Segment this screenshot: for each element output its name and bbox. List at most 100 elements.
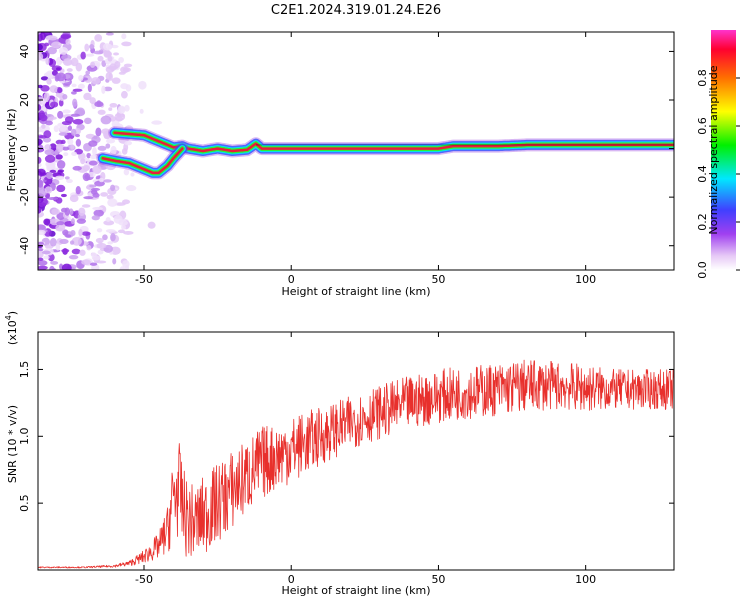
noise-blob [78,74,84,82]
noise-blob [82,172,91,182]
noise-blob [123,168,130,176]
noise-blob [101,60,107,68]
noise-blob [56,160,66,169]
noise-blob [105,229,116,233]
noise-blob [89,262,98,266]
figure-title: C2E1.2024.319.01.24.E26 [271,3,441,18]
noise-blob [110,145,117,155]
multiplier-close: ) [6,311,19,315]
snr-x-ticks: -50 0 50 100 [135,332,596,586]
noise-blob [38,205,42,214]
noise-blob [70,91,77,95]
noise-blob [108,107,113,112]
noise-blob [62,94,68,100]
noise-blob [47,196,59,201]
x-tick-label: -50 [135,573,153,586]
x-tick-label: -50 [135,273,153,286]
noise-blob [69,240,75,245]
y-tick-label: -20 [18,188,31,206]
noise-blob [38,229,46,236]
noise-blob [102,234,108,241]
noise-blob [67,138,74,146]
noise-blob [124,140,133,146]
noise-blob [65,234,72,238]
snr-panel: -50 0 50 100 0.5 1.0 1.5 Height of straight l… [4,311,675,597]
noise-blob [86,245,92,251]
noise-blob [96,242,107,249]
colorbar-tick-label: 0.0 [696,261,709,279]
noise-blob [92,165,102,174]
colorbar-label: Normalized spectral amplitude [707,65,720,234]
noise-blob [95,237,104,244]
noise-blob [94,101,104,108]
noise-blob [108,72,113,81]
noise-blob [67,125,73,131]
noise-blob [51,208,60,215]
noise-blob [59,238,69,244]
noise-blob [57,87,63,94]
noise-blob [151,120,163,125]
noise-blob [109,102,118,108]
noise-blob [66,179,73,184]
noise-blob [56,56,63,66]
noise-blob [50,41,62,49]
svg-text:(x104): (x104) [4,311,19,345]
noise-blob [41,124,46,129]
noise-blob [44,144,52,151]
noise-blob [38,126,43,133]
y-tick-label: 1.0 [18,428,31,446]
noise-blob [78,228,83,237]
noise-blob [69,194,79,203]
noise-blob [93,135,98,140]
noise-blob [62,146,70,151]
noise-blob [61,248,70,253]
noise-blob [38,260,48,266]
noise-blob [97,109,106,115]
colorbar-ticks: 0.0 0.2 0.4 0.6 0.8 [696,69,740,279]
noise-blob [62,109,71,114]
noise-blob [110,233,116,242]
snr-y-multiplier: (x104) [4,311,19,345]
noise-blob [70,229,76,237]
noise-blob [38,257,44,262]
noise-blob [123,63,133,68]
noise-blob [82,164,91,172]
noise-blob [96,228,103,233]
noise-blob [107,44,113,50]
noise-blob [38,244,43,249]
noise-blob [38,241,44,246]
noise-blob [38,265,48,270]
noise-blob [139,108,144,114]
noise-blob [66,68,73,72]
noise-blob [71,236,82,246]
noise-blob [99,177,104,183]
noise-blob [44,149,55,156]
noise-blob [50,260,59,265]
noise-blob [70,218,75,225]
noise-blob [121,41,132,47]
noise-blob [56,221,65,226]
x-tick-label: 50 [431,273,445,286]
noise-blob [54,149,59,156]
noise-blob [107,241,114,245]
noise-blob [55,227,65,232]
noise-blob [86,65,98,72]
noise-blob [74,133,81,138]
noise-blob [92,206,103,211]
noise-blob [121,33,127,40]
noise-blob [55,67,61,71]
noise-blob [93,209,104,217]
noise-blob [38,104,42,111]
noise-blob [78,207,86,217]
noise-blob [118,106,125,113]
noise-blob [64,207,70,216]
noise-blob [58,47,69,55]
noise-blob [122,199,131,205]
noise-blob [55,243,61,251]
noise-blob [94,34,103,42]
x-tick-label: 100 [575,273,596,286]
colorbar: 0.0 0.2 0.4 0.6 0.8 Normalized spectral ampl… [696,30,740,279]
y-tick-label: 1.5 [18,361,31,379]
noise-blob [107,198,118,207]
